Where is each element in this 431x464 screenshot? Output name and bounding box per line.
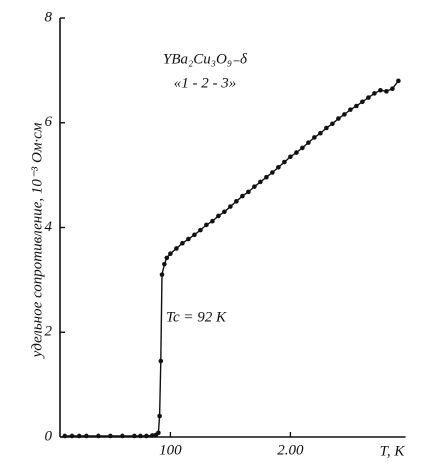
- x-tick-label: 100: [159, 442, 182, 458]
- data-point: [372, 91, 377, 96]
- data-point: [354, 103, 359, 109]
- data-point: [234, 199, 239, 204]
- data-point: [156, 430, 161, 436]
- data-point: [144, 433, 149, 439]
- data-point: [300, 145, 305, 151]
- x-tick-label: 2.00: [277, 442, 304, 458]
- data-point: [76, 433, 82, 439]
- data-point: [168, 251, 173, 256]
- data-point: [216, 213, 221, 219]
- data-point: [330, 121, 335, 127]
- data-point: [180, 240, 185, 246]
- y-tick-label: 2: [45, 324, 53, 340]
- y-tick-label: 0: [45, 428, 53, 444]
- data-point: [164, 255, 170, 261]
- data-point: [228, 204, 233, 209]
- formula-annotation: YBa₂Cu₃O₉₋δ: [163, 51, 248, 67]
- data-point: [96, 433, 101, 439]
- data-point: [150, 433, 155, 438]
- data-point: [336, 116, 341, 121]
- data-point: [378, 87, 383, 93]
- data-point: [198, 227, 203, 233]
- data-point: [222, 209, 227, 215]
- data-point: [204, 222, 209, 228]
- data-point: [258, 179, 263, 185]
- data-point: [252, 184, 257, 189]
- data-point: [396, 78, 401, 84]
- data-point: [390, 86, 395, 92]
- phase-annotation: «1 - 2 - 3»: [174, 75, 237, 91]
- data-point: [138, 433, 143, 439]
- data-point: [132, 433, 137, 439]
- data-point: [324, 125, 329, 131]
- data-point: [84, 433, 89, 439]
- data-point: [240, 193, 245, 199]
- y-axis-label: удельное сопротивление, 10⁻³ Ом·см: [29, 122, 45, 359]
- data-point: [186, 236, 191, 242]
- data-line: [64, 80, 399, 437]
- data-point: [120, 433, 125, 439]
- data-point: [312, 135, 317, 140]
- data-point: [270, 170, 275, 175]
- data-point: [210, 218, 215, 224]
- data-point: [62, 433, 68, 439]
- data-point: [348, 107, 353, 112]
- data-point: [288, 154, 293, 160]
- data-point: [294, 150, 299, 155]
- y-tick-label: 8: [45, 9, 53, 25]
- data-point: [282, 159, 287, 165]
- data-point: [192, 232, 197, 238]
- data-point: [159, 272, 165, 277]
- y-tick-label: 6: [45, 114, 53, 130]
- data-point: [306, 140, 311, 145]
- data-point: [360, 99, 365, 105]
- data-point: [264, 174, 269, 180]
- data-point: [174, 246, 179, 251]
- tc-annotation: Tc = 92 K: [166, 309, 227, 325]
- data-point: [162, 261, 167, 267]
- data-point: [108, 433, 113, 439]
- x-axis-label: T, K: [380, 443, 406, 459]
- data-point: [276, 164, 281, 170]
- data-point: [366, 95, 371, 100]
- data-point: [158, 358, 164, 364]
- data-point: [342, 112, 347, 117]
- data-point: [69, 433, 75, 439]
- data-point: [157, 413, 162, 419]
- data-point: [246, 189, 251, 195]
- data-point: [384, 89, 389, 94]
- y-tick-label: 4: [45, 219, 53, 235]
- data-point: [318, 130, 323, 136]
